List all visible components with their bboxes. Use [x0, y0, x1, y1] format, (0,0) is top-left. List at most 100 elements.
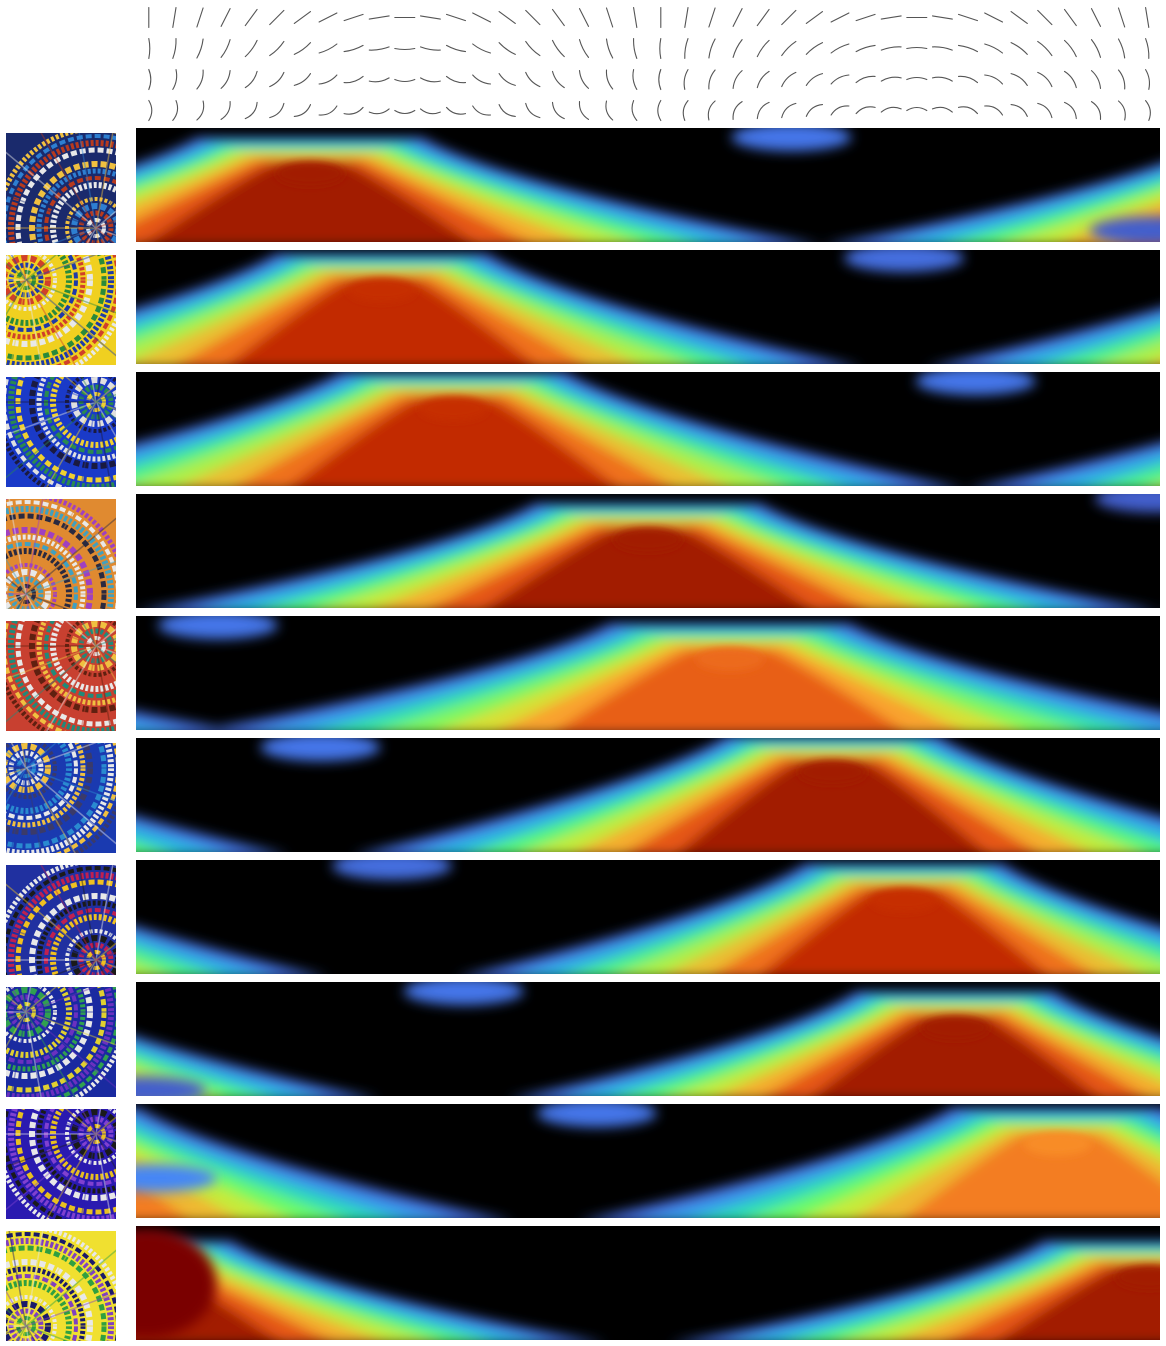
curve-glyph	[707, 100, 716, 121]
curve-glyph	[293, 104, 312, 117]
heat-band	[228, 279, 535, 364]
curve-glyph	[1145, 100, 1151, 121]
stimulus-thumbnail	[6, 255, 116, 365]
curve-glyph	[172, 7, 177, 28]
stimulus-thumbnail	[6, 987, 116, 1097]
heatmap-canvas	[136, 1104, 1160, 1218]
curve-glyph	[605, 69, 614, 90]
curve-glyph	[855, 13, 876, 22]
curve-glyph	[419, 15, 441, 20]
curve-glyph	[984, 43, 1004, 54]
curve-glyph	[419, 77, 441, 83]
curve-glyph	[931, 46, 953, 51]
curve-glyph	[906, 106, 928, 112]
heat-secondary-blob	[136, 1164, 217, 1193]
heat-secondary-blob	[403, 982, 524, 1006]
heat-secondary-blob	[136, 1076, 207, 1096]
curve-glyph	[1117, 7, 1126, 28]
heatmap-canvas	[136, 982, 1160, 1096]
curve-glyph	[931, 106, 953, 113]
curve-glyph	[318, 74, 338, 85]
heat-band	[136, 827, 221, 852]
curve-glyph	[984, 74, 1004, 85]
curve-glyph	[318, 105, 338, 116]
curve-glyph	[805, 11, 824, 24]
curve-glyph	[269, 71, 285, 88]
curve-glyph	[781, 40, 797, 57]
curve-glyph	[781, 102, 797, 119]
thumbnail-image	[6, 1231, 116, 1341]
thumbnail-image	[6, 499, 116, 609]
curve-glyph	[293, 42, 312, 55]
response-heatmap	[136, 1104, 1160, 1218]
curve-glyph	[1063, 70, 1077, 89]
curve-glyph	[1090, 8, 1102, 27]
curve-glyph	[781, 9, 797, 26]
curve-glyph	[805, 104, 824, 117]
heat-peak	[1023, 1131, 1092, 1156]
response-heatmap	[136, 738, 1160, 852]
heatmap-row	[0, 1226, 1166, 1341]
curve-glyph	[472, 74, 492, 85]
curve-glyph	[659, 37, 662, 60]
curve-glyph	[1037, 40, 1053, 57]
curve-glyph	[220, 101, 231, 120]
stimulus-thumbnail	[6, 1231, 116, 1341]
curve-glyph	[855, 75, 876, 84]
heat-secondary-blob	[136, 1228, 217, 1338]
curve-glyph	[578, 70, 590, 89]
heat-band	[761, 889, 1047, 974]
heatmap-canvas	[136, 250, 1160, 364]
curve-glyph	[658, 68, 662, 91]
thumbnail-image	[6, 987, 116, 1097]
curve-glyph	[368, 46, 390, 51]
curve-glyph	[445, 106, 467, 115]
curve-glyph	[269, 9, 285, 26]
curve-glyph	[880, 15, 902, 20]
curve-glyph	[343, 106, 364, 115]
curve-glyph	[148, 68, 152, 91]
response-heatmap	[136, 860, 1160, 974]
curve-glyph	[525, 102, 541, 119]
curve-glyph	[1117, 38, 1126, 59]
curve-glyph	[578, 101, 590, 120]
curve-glyph	[498, 73, 516, 86]
curve-glyph	[631, 100, 638, 121]
heatmap-row	[0, 250, 1166, 365]
heat-peak	[1115, 1265, 1160, 1290]
heat-band	[812, 1017, 1098, 1096]
curve-glyph	[1090, 70, 1102, 89]
response-heatmap	[136, 1226, 1160, 1340]
curve-glyph	[957, 13, 979, 22]
stimulus-thumbnail	[6, 377, 116, 487]
heat-band	[904, 1133, 1160, 1218]
heat-band	[136, 722, 172, 730]
heat-band	[136, 961, 168, 974]
curve-glyph	[633, 7, 638, 28]
curve-glyph	[578, 39, 590, 58]
heatmap-row	[0, 860, 1166, 975]
curve-glyph	[220, 39, 231, 58]
curve-glyph	[605, 7, 614, 28]
curve-glyph	[220, 8, 231, 27]
heat-band	[556, 649, 904, 730]
curve-glyph	[732, 101, 743, 120]
curve-glyph	[551, 8, 565, 27]
curve-glyph	[1037, 102, 1053, 119]
heat-band	[290, 398, 617, 486]
response-heatmap	[136, 372, 1160, 486]
curve-glyph	[318, 43, 338, 54]
curve-glyph	[1010, 11, 1028, 24]
heat-peak	[347, 277, 416, 302]
curve-glyph	[684, 38, 689, 59]
curve-glyph	[633, 38, 638, 59]
curve-glyph	[472, 12, 492, 23]
heat-peak	[276, 161, 345, 186]
heat-band	[997, 1267, 1160, 1340]
curve-glyph	[394, 47, 416, 51]
heat-band	[1148, 481, 1160, 486]
curve-glyph	[830, 43, 850, 54]
curve-glyph	[1090, 39, 1102, 58]
stimulus-thumbnail	[6, 743, 116, 853]
